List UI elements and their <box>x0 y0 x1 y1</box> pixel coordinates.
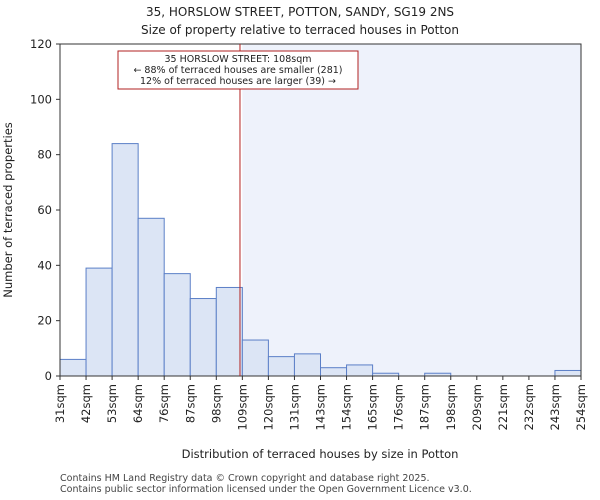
bar-143sqm <box>320 367 348 377</box>
y-tick-label: 40 <box>37 258 52 272</box>
x-tick-label: 53sqm <box>105 384 119 423</box>
x-tick-label: 254sqm <box>574 384 588 430</box>
x-tick-label: 209sqm <box>470 384 484 430</box>
bar-31sqm <box>59 358 87 377</box>
larger-region-highlight <box>242 44 581 376</box>
x-tick-label: 87sqm <box>183 384 197 423</box>
bar-243sqm <box>554 369 582 377</box>
bar-87sqm <box>189 298 217 377</box>
x-tick-label: 31sqm <box>53 384 67 423</box>
x-tick-label: 131sqm <box>287 384 301 430</box>
bar-154sqm <box>346 364 374 377</box>
bar-109sqm <box>241 339 269 377</box>
footer-line-2: Contains public sector information licen… <box>60 484 472 495</box>
x-tick-label: 64sqm <box>131 384 145 423</box>
x-tick-label: 232sqm <box>522 384 536 430</box>
y-tick-label: 120 <box>30 37 52 51</box>
x-tick-label: 143sqm <box>314 384 328 430</box>
y-tick-label: 100 <box>30 92 52 106</box>
x-tick-label: 42sqm <box>79 384 93 423</box>
y-tick-label: 20 <box>37 314 52 328</box>
bar-98sqm <box>215 286 243 377</box>
x-tick-label: 98sqm <box>209 384 223 423</box>
x-tick-label: 154sqm <box>340 384 354 430</box>
annotation-line-2: ← 88% of terraced houses are smaller (28… <box>133 65 342 76</box>
y-axis-label: Number of terraced properties <box>1 122 15 298</box>
bar-120sqm <box>267 356 295 377</box>
bar-42sqm <box>85 267 113 377</box>
bar-53sqm <box>111 143 139 377</box>
x-tick-label: 198sqm <box>444 384 458 430</box>
bar-76sqm <box>163 273 191 377</box>
annotation-box: 35 HORSLOW STREET: 108sqm ← 88% of terra… <box>117 50 359 90</box>
x-tick-label: 120sqm <box>261 384 275 430</box>
y-tick-label: 80 <box>37 148 52 162</box>
x-tick-label: 109sqm <box>235 384 249 430</box>
x-tick-label: 176sqm <box>392 384 406 430</box>
annotation-line-1: 35 HORSLOW STREET: 108sqm <box>165 54 312 65</box>
bar-131sqm <box>293 353 322 377</box>
y-tick-label: 60 <box>37 203 52 217</box>
x-tick-label: 221sqm <box>496 384 510 430</box>
y-tick-label: 0 <box>45 369 52 383</box>
x-tick-label: 187sqm <box>418 384 432 430</box>
x-tick-label: 243sqm <box>548 384 562 430</box>
x-tick-label: 76sqm <box>157 384 171 423</box>
x-axis-label: Distribution of terraced houses by size … <box>182 447 459 461</box>
annotation-line-3: 12% of terraced houses are larger (39) → <box>140 76 336 87</box>
chart-subtitle: Size of property relative to terraced ho… <box>141 23 459 37</box>
x-tick-label: 165sqm <box>366 384 380 430</box>
chart-title: 35, HORSLOW STREET, POTTON, SANDY, SG19 … <box>146 5 454 19</box>
footer-line-1: Contains HM Land Registry data © Crown c… <box>60 473 430 484</box>
bar-64sqm <box>137 217 165 377</box>
annotation-frame <box>117 50 359 90</box>
